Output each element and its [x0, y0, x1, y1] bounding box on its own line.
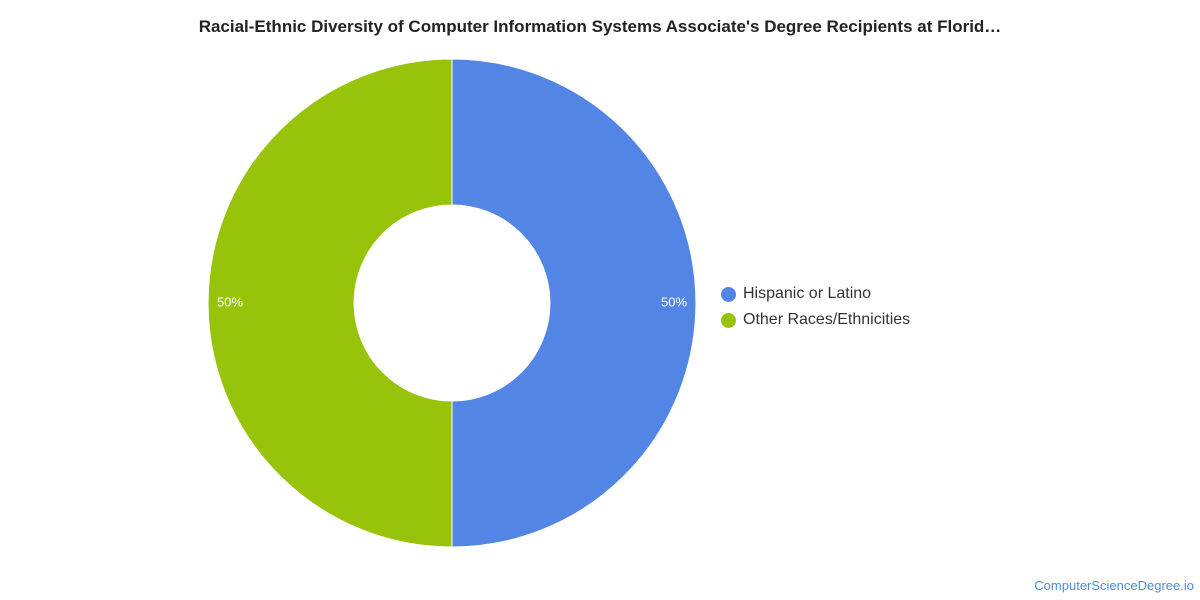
legend-swatch-other-races-ethnicities — [721, 312, 736, 328]
watermark[interactable]: ComputerScienceDegree.io — [1034, 578, 1194, 593]
data-label-hispanic-or-latino: 50% — [661, 294, 687, 309]
legend-item-hispanic-or-latino[interactable]: Hispanic or Latino — [721, 281, 910, 307]
legend-label-other-races-ethnicities: Other Races/Ethnicities — [743, 311, 911, 328]
legend-swatch-hispanic-or-latino — [721, 286, 736, 302]
chart-title: Racial-Ethnic Diversity of Computer Info… — [198, 17, 1002, 36]
legend-label-hispanic-or-latino: Hispanic or Latino — [743, 285, 872, 302]
legend: Hispanic or Latino Other Races/Ethniciti… — [721, 281, 910, 333]
slice-other-races-ethnicities[interactable] — [207, 58, 453, 548]
slice-hispanic-or-latino[interactable] — [451, 58, 697, 548]
legend-item-other-races-ethnicities[interactable]: Other Races/Ethnicities — [721, 307, 910, 333]
data-label-other-races-ethnicities: 50% — [217, 294, 243, 309]
